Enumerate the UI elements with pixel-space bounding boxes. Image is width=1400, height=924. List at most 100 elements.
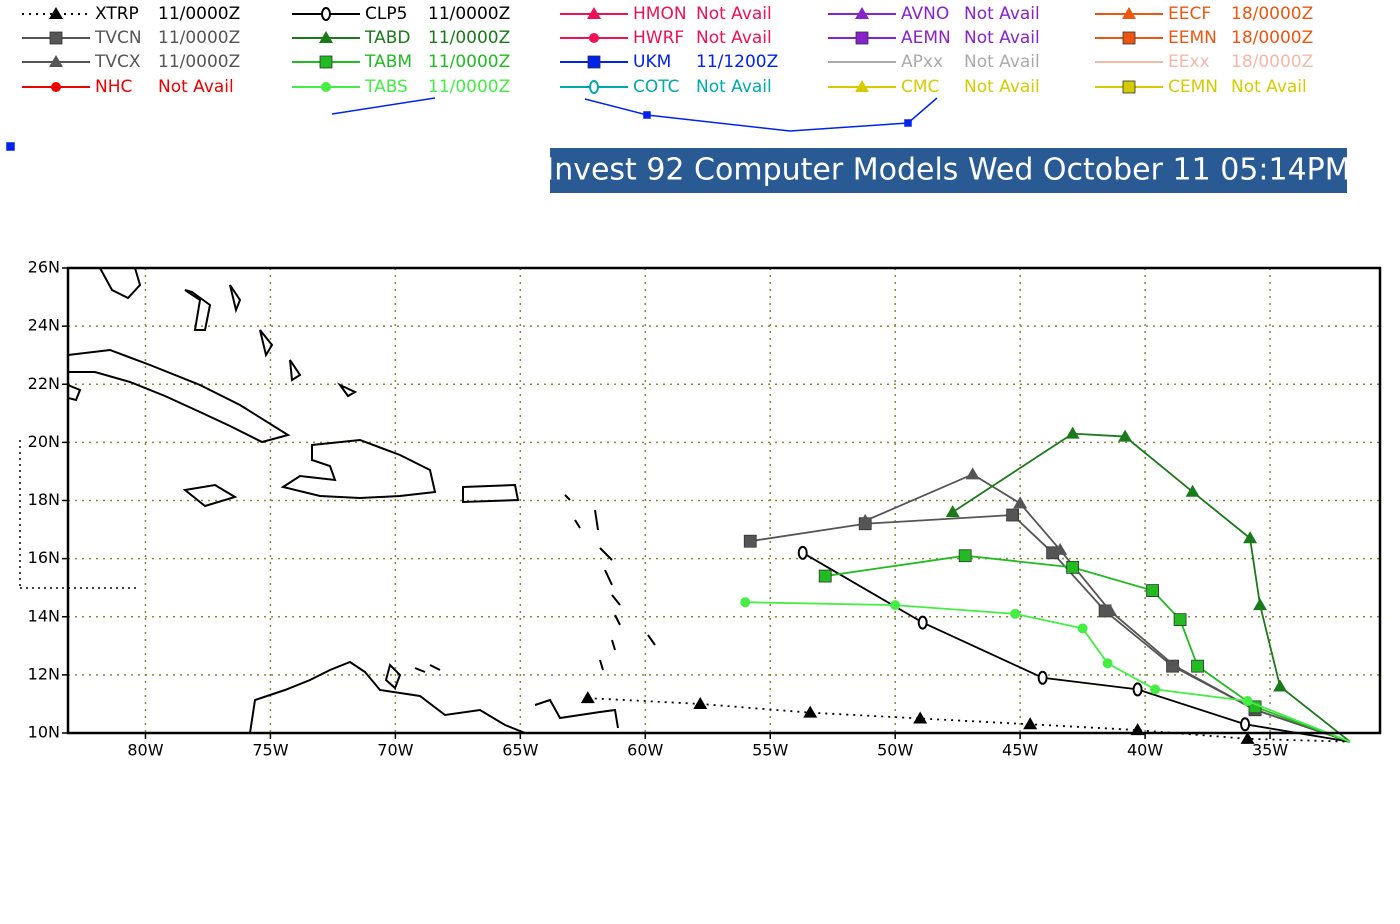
legend-status: Not Avail bbox=[696, 4, 772, 24]
coast-cuba bbox=[68, 348, 291, 444]
y-tick-label: 20N bbox=[28, 432, 60, 451]
coast-florida bbox=[99, 268, 142, 300]
legend-status: 11/0000Z bbox=[158, 4, 240, 24]
legend-name: HWRF bbox=[633, 28, 684, 48]
legend-status: 11/0000Z bbox=[158, 28, 240, 48]
legend-name: NHC bbox=[95, 77, 132, 97]
legend-name: TABD bbox=[364, 28, 410, 48]
y-tick-label: 12N bbox=[28, 664, 60, 683]
legend-status: 11/0000Z bbox=[428, 4, 510, 24]
track-line bbox=[952, 432, 1351, 743]
coast-puerto-rico bbox=[462, 483, 520, 504]
marker bbox=[855, 31, 869, 45]
marker bbox=[1243, 531, 1258, 544]
marker bbox=[1010, 608, 1021, 619]
legend-name: TABM bbox=[364, 52, 412, 72]
legend-status: Not Avail bbox=[696, 28, 772, 48]
legend-name: CEMN bbox=[1168, 77, 1218, 97]
marker bbox=[693, 696, 708, 709]
marker bbox=[1191, 659, 1204, 673]
legend-name: AEMN bbox=[901, 28, 951, 48]
legend-name: HMON bbox=[633, 4, 687, 24]
marker bbox=[913, 711, 928, 724]
legend-status: 11/0000Z bbox=[428, 52, 510, 72]
x-tick-label: 45W bbox=[1002, 741, 1038, 760]
marker bbox=[1037, 670, 1048, 685]
marker bbox=[1185, 484, 1200, 497]
tracks bbox=[580, 426, 1351, 744]
marker bbox=[1077, 623, 1088, 634]
marker bbox=[1013, 496, 1028, 509]
x-tick-label: 65W bbox=[502, 741, 538, 760]
y-tick-label: 26N bbox=[28, 258, 60, 277]
marker bbox=[321, 82, 331, 92]
marker bbox=[1253, 598, 1268, 611]
marker bbox=[917, 615, 928, 630]
coast-jamaica bbox=[182, 483, 238, 508]
marker bbox=[1065, 426, 1080, 439]
legend-name: XTRP bbox=[95, 4, 139, 24]
coastlines bbox=[68, 268, 656, 734]
x-tick-label: 70W bbox=[377, 741, 413, 760]
legend-name: EExx bbox=[1168, 52, 1210, 72]
stray-marker bbox=[6, 142, 15, 151]
marker bbox=[1118, 429, 1133, 442]
legend-name: UKM bbox=[633, 52, 671, 72]
legend-status: Not Avail bbox=[964, 77, 1040, 97]
marker bbox=[1150, 684, 1161, 695]
legend-status: Not Avail bbox=[696, 77, 772, 97]
marker bbox=[49, 7, 63, 19]
marker bbox=[49, 55, 63, 67]
marker bbox=[1066, 560, 1080, 574]
coast-islands bbox=[184, 284, 358, 398]
marker bbox=[1132, 682, 1143, 697]
track-line bbox=[802, 552, 1351, 743]
marker bbox=[1168, 659, 1183, 672]
legend-status: 18/0000Z bbox=[1231, 4, 1313, 24]
marker bbox=[580, 691, 595, 704]
marker bbox=[818, 569, 832, 583]
marker bbox=[945, 505, 960, 518]
legend-name: AVNO bbox=[901, 4, 949, 24]
marker bbox=[1173, 613, 1187, 627]
marker bbox=[797, 545, 808, 560]
y-tick-label: 18N bbox=[28, 490, 60, 509]
track-line bbox=[745, 601, 1351, 743]
x-tick-label: 80W bbox=[127, 741, 163, 760]
x-tick-label: 40W bbox=[1127, 741, 1163, 760]
marker bbox=[587, 55, 601, 69]
stray-ukm-lines bbox=[6, 97, 938, 151]
coast-abc-islands bbox=[384, 663, 441, 690]
stray-line bbox=[331, 97, 436, 115]
legend-status: 11/1200Z bbox=[696, 52, 778, 72]
x-tick-label: 60W bbox=[627, 741, 663, 760]
stray-line bbox=[584, 97, 938, 132]
marker bbox=[1146, 584, 1159, 597]
legend-status: Not Avail bbox=[964, 4, 1040, 24]
marker bbox=[803, 705, 818, 718]
legend: XTRP 11/0000Z TVCN 11/0000Z TVCX 11/0000Z NHC N… bbox=[22, 4, 1313, 97]
legend-status: Not Avail bbox=[964, 28, 1040, 48]
marker bbox=[1240, 731, 1255, 744]
marker bbox=[1103, 603, 1118, 616]
x-tick-label: 50W bbox=[877, 741, 913, 760]
legend-name: COTC bbox=[633, 77, 680, 97]
marker bbox=[1053, 542, 1068, 555]
marker bbox=[589, 80, 599, 94]
marker bbox=[1102, 658, 1113, 669]
coast-bahamas bbox=[68, 384, 82, 402]
y-tick-label: 16N bbox=[28, 548, 60, 567]
marker bbox=[890, 600, 901, 611]
legend-name: TVCX bbox=[94, 52, 141, 72]
legend-status: Not Avail bbox=[964, 52, 1040, 72]
y-tick-label: 22N bbox=[28, 374, 60, 393]
legend-name: CMC bbox=[901, 77, 939, 97]
marker bbox=[740, 597, 751, 608]
marker bbox=[855, 7, 869, 19]
marker bbox=[51, 82, 61, 92]
legend-name: TABS bbox=[364, 77, 408, 97]
legend-name: CLP5 bbox=[365, 4, 407, 24]
legend-status: 11/0000Z bbox=[428, 28, 510, 48]
